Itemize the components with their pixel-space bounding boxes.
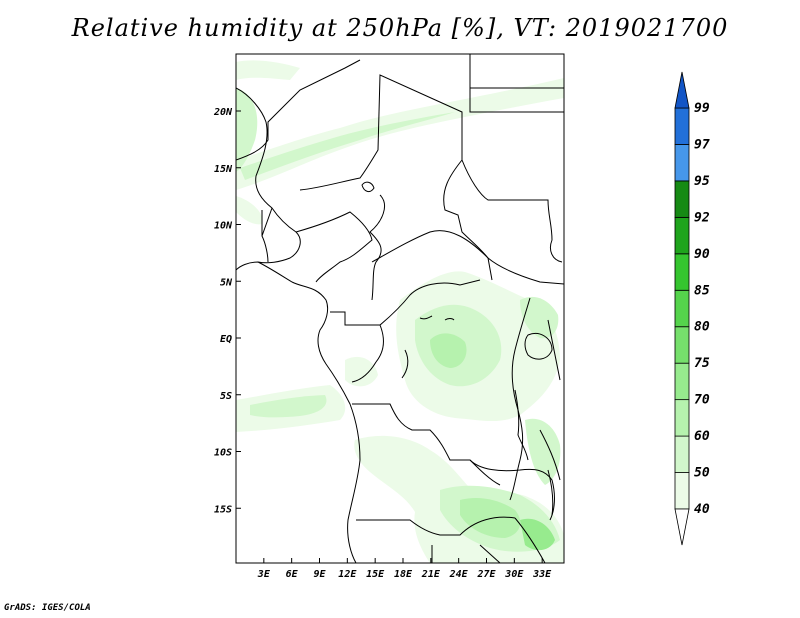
- humidity-area-lakes-patch: [520, 296, 559, 339]
- border-angola-north: [352, 403, 501, 486]
- lon-tick-label: 27E: [476, 569, 496, 580]
- colorbar-label: 40: [694, 502, 710, 517]
- colorbar-upper-arrow: [674, 71, 690, 109]
- border-zambia: [469, 459, 555, 521]
- lat-tick-label: 5N: [220, 277, 233, 288]
- border-car: [371, 230, 564, 285]
- colorbar-label: 99: [694, 101, 710, 116]
- lake-chad: [361, 181, 375, 193]
- lat-tick-label: 15S: [214, 504, 232, 515]
- humidity-area-sahara-core: [240, 112, 455, 180]
- border-tanzania: [539, 319, 561, 481]
- colorbar-label: 60: [694, 429, 710, 444]
- lon-tick-label: 3E: [257, 569, 271, 580]
- colorbar-segment: [674, 362, 690, 401]
- lake-victoria: [524, 333, 553, 360]
- humidity-field: [236, 60, 564, 563]
- lake-malawi: [547, 469, 554, 516]
- map-title: Relative humidity at 250hPa [%], VT: 201…: [71, 14, 729, 42]
- map-frame: [235, 53, 565, 564]
- colorbar-segment: [674, 107, 690, 145]
- lat-tick-label: EQ: [220, 334, 232, 345]
- colorbar-label: 92: [694, 210, 710, 225]
- lon-tick-label: 15E: [366, 569, 385, 580]
- colorbar-lower-arrow: [674, 508, 690, 546]
- humidity-area-sw-ocean-core: [250, 395, 327, 418]
- colorbar-segment: [674, 216, 690, 255]
- longitude-axis: 3E 6E 9E 12E 15E 18E 21E 24E 27E 30E 33E: [257, 558, 552, 580]
- border-mauritania-mali: [236, 59, 361, 161]
- humidity-area-cameroon-patch: [345, 356, 378, 387]
- lake-tanganyika: [514, 389, 529, 461]
- colorbar-label: 75: [694, 356, 710, 371]
- colorbar-segment: [674, 435, 690, 473]
- colorbar-segment: [674, 144, 690, 182]
- lon-tick-label: 18E: [394, 569, 413, 580]
- lon-tick-label: 24E: [449, 569, 469, 580]
- lakes: [361, 181, 554, 516]
- lat-tick-label: 5S: [220, 391, 232, 402]
- humidity-area-sahara-band: [236, 78, 564, 190]
- latitude-axis: 20N 15N 10N 5N EQ 5S 10S 15S: [213, 107, 241, 515]
- map-boundaries: [236, 54, 564, 563]
- border-chad: [369, 159, 493, 301]
- humidity-area-west-bulge: [236, 88, 258, 172]
- colorbar-label: 85: [694, 283, 710, 298]
- humidity-area-east-rift: [525, 418, 561, 485]
- colorbar-label: 90: [694, 247, 710, 262]
- lat-tick-label: 15N: [214, 164, 233, 175]
- lon-tick-label: 6E: [286, 569, 299, 580]
- humidity-area-nw-patch: [236, 196, 263, 225]
- humidity-area-west-coast: [236, 60, 300, 80]
- border-congo-drc: [330, 279, 481, 383]
- lon-tick-label: 21E: [421, 569, 441, 580]
- coastline: [236, 87, 361, 563]
- border-sudan: [461, 54, 564, 263]
- lon-tick-label: 9E: [313, 569, 326, 580]
- colorbar: 40 50 60 70 75 80 85 90 92 95 97 99: [674, 71, 710, 546]
- humidity-area-se-patch: [520, 518, 555, 551]
- border-niger: [299, 74, 463, 191]
- credit-label: GrADS: IGES/COLA: [4, 603, 91, 613]
- colorbar-label: 97: [694, 137, 710, 152]
- colorbar-segment: [674, 289, 690, 328]
- colorbar-segment: [674, 399, 690, 437]
- lat-tick-label: 10N: [214, 221, 233, 232]
- border-angola-south: [356, 516, 516, 536]
- colorbar-segment: [674, 253, 690, 291]
- colorbar-label: 80: [694, 320, 710, 335]
- lon-tick-label: 33E: [532, 569, 552, 580]
- colorbar-label: 95: [694, 174, 710, 189]
- colorbar-segment: [674, 180, 690, 218]
- lat-tick-label: 20N: [213, 107, 233, 118]
- colorbar-label: 50: [694, 466, 710, 481]
- border-nigeria-cameroon: [295, 211, 373, 283]
- lon-tick-label: 12E: [338, 569, 357, 580]
- border-west-inland: [261, 207, 273, 263]
- colorbar-segment: [674, 326, 690, 364]
- colorbar-segment: [674, 472, 690, 510]
- colorbar-label: 70: [694, 393, 710, 408]
- lon-tick-label: 30E: [504, 569, 524, 580]
- lat-tick-label: 10S: [214, 448, 232, 459]
- humidity-area-congo-inner: [430, 333, 467, 368]
- river-congo: [401, 315, 455, 379]
